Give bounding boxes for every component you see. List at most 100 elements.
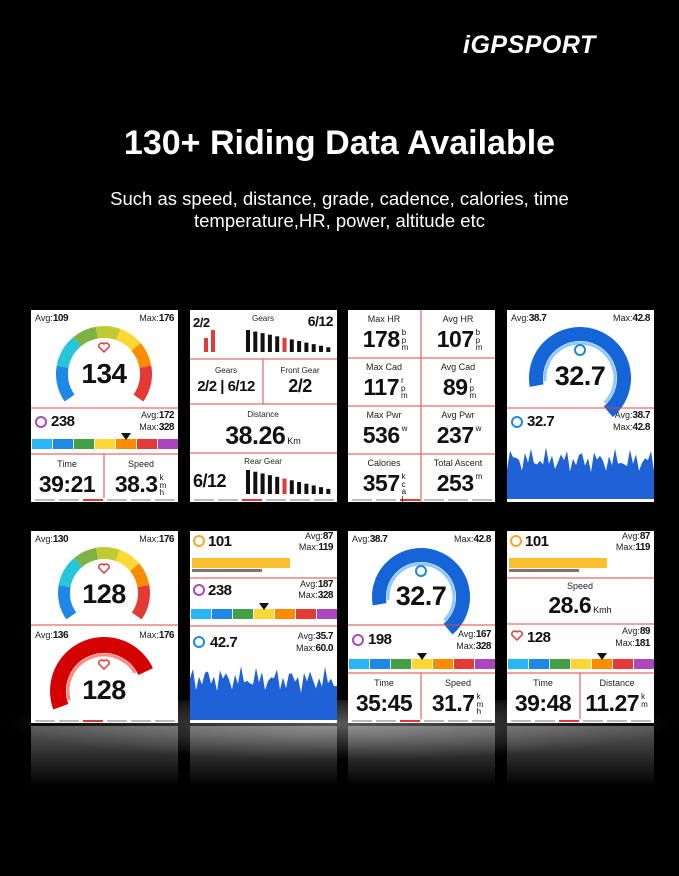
value: 117 [363, 374, 400, 400]
label: Time [57, 459, 77, 469]
zone-segment [412, 659, 432, 669]
value: 38.7 [528, 313, 547, 324]
zone-marker [597, 653, 607, 660]
value: 32.7 [395, 581, 447, 611]
gear-bar [311, 344, 316, 352]
value: 178 [362, 326, 400, 352]
value: 35.7 [315, 631, 334, 642]
value: 32.7 [554, 361, 606, 391]
label: Max: [615, 638, 635, 648]
page-indicator [400, 720, 420, 722]
readout: Avg:35.7 [298, 631, 334, 642]
zone-segment [433, 659, 453, 669]
readout: Max:60.0 [296, 644, 333, 654]
page-indicator [242, 499, 262, 501]
gauge-arc [50, 637, 153, 710]
gear-bar [282, 337, 287, 352]
gauge-arc [131, 343, 152, 369]
screen-graphics [348, 548, 495, 722]
readout: 198 [368, 632, 392, 647]
metric-icon [574, 344, 586, 356]
page-indicator [194, 499, 214, 501]
zone-segment [191, 609, 211, 619]
readout: Max HR [368, 315, 401, 325]
readout: Avg:38.7 [615, 411, 651, 421]
value: 6/12 [307, 313, 334, 329]
readout: 2/2 | 6/12 [197, 379, 255, 394]
readout: 101 [525, 534, 549, 549]
zone-segment [317, 609, 337, 619]
gauge-arc [66, 653, 137, 701]
value: 89 [639, 626, 651, 637]
readout: Avg:109 [35, 314, 69, 324]
readout: Total Ascent [434, 459, 483, 469]
page-indicator [35, 720, 55, 722]
readout: 238 [51, 414, 75, 429]
metric-icon [511, 416, 523, 428]
readout: 39:21 [39, 473, 96, 496]
gear-bar [297, 482, 302, 494]
value: 6/12 [193, 471, 227, 491]
gear-bar [319, 345, 323, 352]
subline: Such as speed, distance, grade, cadence,… [110, 188, 569, 209]
label: Rear Gear [244, 457, 282, 466]
zone-segment [254, 609, 274, 619]
unit: Kmh [593, 605, 612, 615]
device-screen: 101 Avg:87 Max:119 238 Avg:187 Max:328 42.7 Avg… [190, 531, 337, 723]
readout: Avg:38.7 [511, 313, 547, 324]
readout: Avg Cad [441, 363, 475, 373]
value: 38.26 [225, 422, 286, 450]
heart-icon [98, 342, 110, 354]
readout: 28.6 Kmh [548, 594, 611, 617]
page-indicator [107, 720, 127, 722]
readout: 32.7 [396, 583, 447, 610]
gear-bar [289, 339, 294, 352]
readout: Max:119 [299, 543, 334, 553]
value: 172 [158, 410, 175, 421]
zone-marker [121, 433, 131, 440]
gauge-arc [56, 365, 75, 402]
value: 32.7 [527, 413, 555, 430]
readout: Distance [247, 410, 279, 419]
page-indicator [559, 720, 579, 722]
readout: 31.7 kmh [432, 692, 483, 716]
unit: rpm [469, 376, 477, 401]
unit: w [401, 424, 408, 433]
label: Distance [247, 410, 279, 419]
gear-bar [304, 342, 309, 352]
page-indicator [607, 720, 627, 722]
unit: w [475, 424, 482, 433]
label: Avg HR [442, 314, 474, 324]
readout: Max:181 [615, 639, 650, 649]
readout: 128 [527, 630, 551, 645]
page-indicator [352, 720, 372, 722]
screen-graphics [190, 535, 337, 720]
screen-graphics [507, 535, 654, 722]
value: 176 [158, 630, 175, 641]
zone-segment [53, 439, 73, 449]
heart-icon [98, 563, 110, 575]
readout: Max:119 [615, 542, 651, 553]
readout: Avg:89 [622, 627, 650, 637]
zone-segment [529, 659, 549, 669]
label: Avg: [622, 626, 640, 636]
label: Max: [615, 542, 636, 552]
device-screen: Max HR 178 bpm Avg HR 107 bpm Max Cad 117 rpm Avg… [348, 310, 495, 502]
gear-bar [282, 478, 287, 494]
gear-bar [289, 480, 294, 494]
page-indicator [448, 720, 468, 722]
readout: Max Cad [366, 363, 402, 373]
subline: temperature,HR, power, altitude etc [193, 210, 485, 231]
gauge-arc [115, 549, 140, 572]
label: Avg: [140, 410, 159, 420]
readout: Avg:187 [300, 580, 334, 590]
label: Speed [566, 581, 594, 591]
unit: m [475, 472, 483, 481]
gear-bar [260, 473, 265, 494]
page-indicator [535, 720, 555, 722]
label: Calories [367, 458, 401, 468]
unit: kcal [401, 472, 407, 502]
page-indicator [631, 720, 651, 722]
label: Max Pwr [366, 410, 402, 420]
